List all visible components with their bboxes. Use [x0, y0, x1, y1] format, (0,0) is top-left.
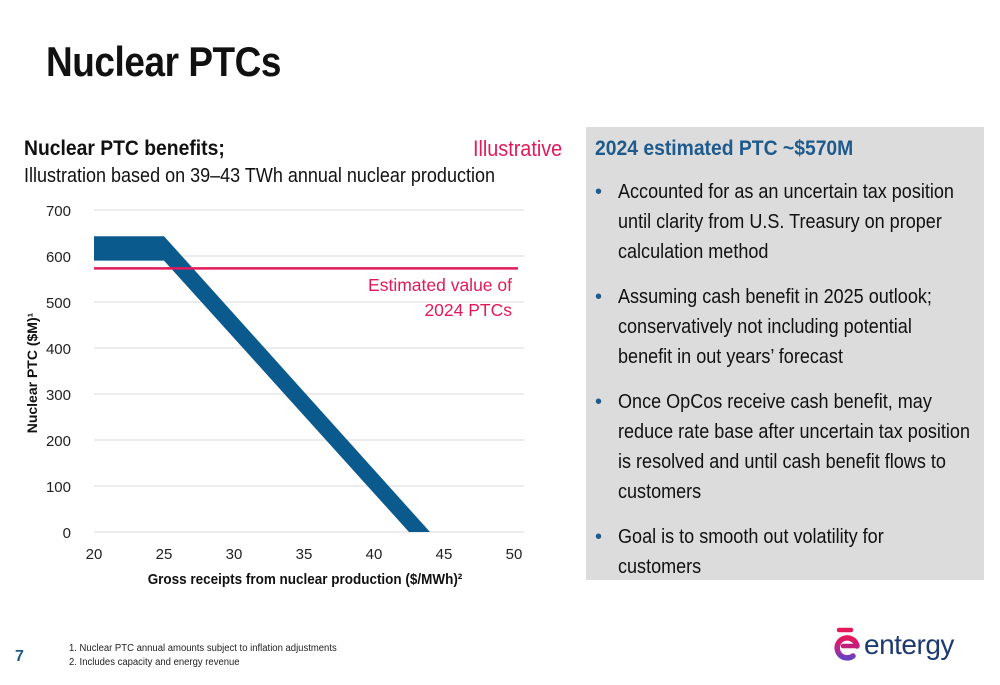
- bullet-icon: •: [595, 526, 603, 548]
- x-tick-label: 45: [436, 546, 453, 563]
- reference-line-label-line2: 2024 PTCs: [424, 300, 512, 320]
- list-item: • Accounted for as an uncertain tax posi…: [586, 177, 984, 267]
- bullet-icon: •: [595, 181, 603, 203]
- y-tick-label: 600: [46, 249, 71, 266]
- x-tick-label: 40: [366, 546, 383, 563]
- page-number: 7: [15, 648, 24, 665]
- bullet-list: • Accounted for as an uncertain tax posi…: [586, 177, 984, 597]
- y-tick-label: 300: [46, 387, 71, 404]
- footnotes: 1. Nuclear PTC annual amounts subject to…: [69, 642, 351, 670]
- chart-subheading: Illustration based on 39–43 TWh annual n…: [24, 165, 495, 187]
- y-tick-label: 200: [46, 433, 71, 450]
- panel-heading: 2024 estimated PTC ~$570M: [595, 137, 854, 160]
- bullet-icon: •: [595, 391, 603, 413]
- x-axis-label: Gross receipts from nuclear production (…: [148, 571, 463, 588]
- entergy-e-logo-icon: [834, 627, 860, 661]
- chart-heading: Nuclear PTC benefits;: [24, 137, 225, 160]
- reference-line-label-line1: Estimated value of: [368, 275, 512, 295]
- entergy-logo: entergy: [834, 626, 959, 668]
- illustrative-tag: Illustrative: [473, 136, 563, 161]
- x-tick-label: 25: [156, 546, 173, 563]
- logo-text: entergy: [864, 629, 954, 660]
- x-tick-label: 35: [296, 546, 313, 563]
- list-item: • Once OpCos receive cash benefit, may r…: [586, 387, 984, 507]
- page-title: Nuclear PTCs: [46, 38, 282, 85]
- y-tick-label: 100: [46, 479, 71, 496]
- footnote-2: 2. Includes capacity and energy revenue: [69, 657, 240, 668]
- y-tick-label: 700: [46, 203, 71, 220]
- list-item: • Assuming cash benefit in 2025 outlook;…: [586, 282, 984, 372]
- bullet-text: Once OpCos receive cash benefit, may red…: [618, 390, 970, 503]
- bullet-text: Goal is to smooth out volatility for cus…: [618, 525, 884, 578]
- bullet-text: Assuming cash benefit in 2025 outlook; c…: [618, 285, 932, 368]
- ptc-band-series: [94, 236, 430, 532]
- y-tick-label: 500: [46, 295, 71, 312]
- x-tick-label: 50: [506, 546, 523, 563]
- bullet-text: Accounted for as an uncertain tax positi…: [618, 180, 954, 263]
- ptc-chart: 0 100 200 300 400 500 600 700 20 25 30 35 40 45 50 Es…: [24, 203, 524, 588]
- x-tick-label: 30: [226, 546, 243, 563]
- y-axis-label: Nuclear PTC ($M)¹: [24, 312, 40, 433]
- key-points-panel: 2024 estimated PTC ~$570M • Accounted fo…: [586, 127, 984, 580]
- list-item: • Goal is to smooth out volatility for c…: [586, 522, 984, 582]
- footnote-1: 1. Nuclear PTC annual amounts subject to…: [69, 643, 337, 654]
- bullet-icon: •: [595, 286, 603, 308]
- x-tick-label: 20: [86, 546, 103, 563]
- y-tick-label: 400: [46, 341, 71, 358]
- y-tick-label: 0: [63, 525, 71, 542]
- x-tick-labels: 20 25 30 35 40 45 50: [86, 546, 523, 563]
- ptc-band-area: [94, 236, 430, 532]
- y-tick-labels: 0 100 200 300 400 500 600 700: [46, 203, 71, 542]
